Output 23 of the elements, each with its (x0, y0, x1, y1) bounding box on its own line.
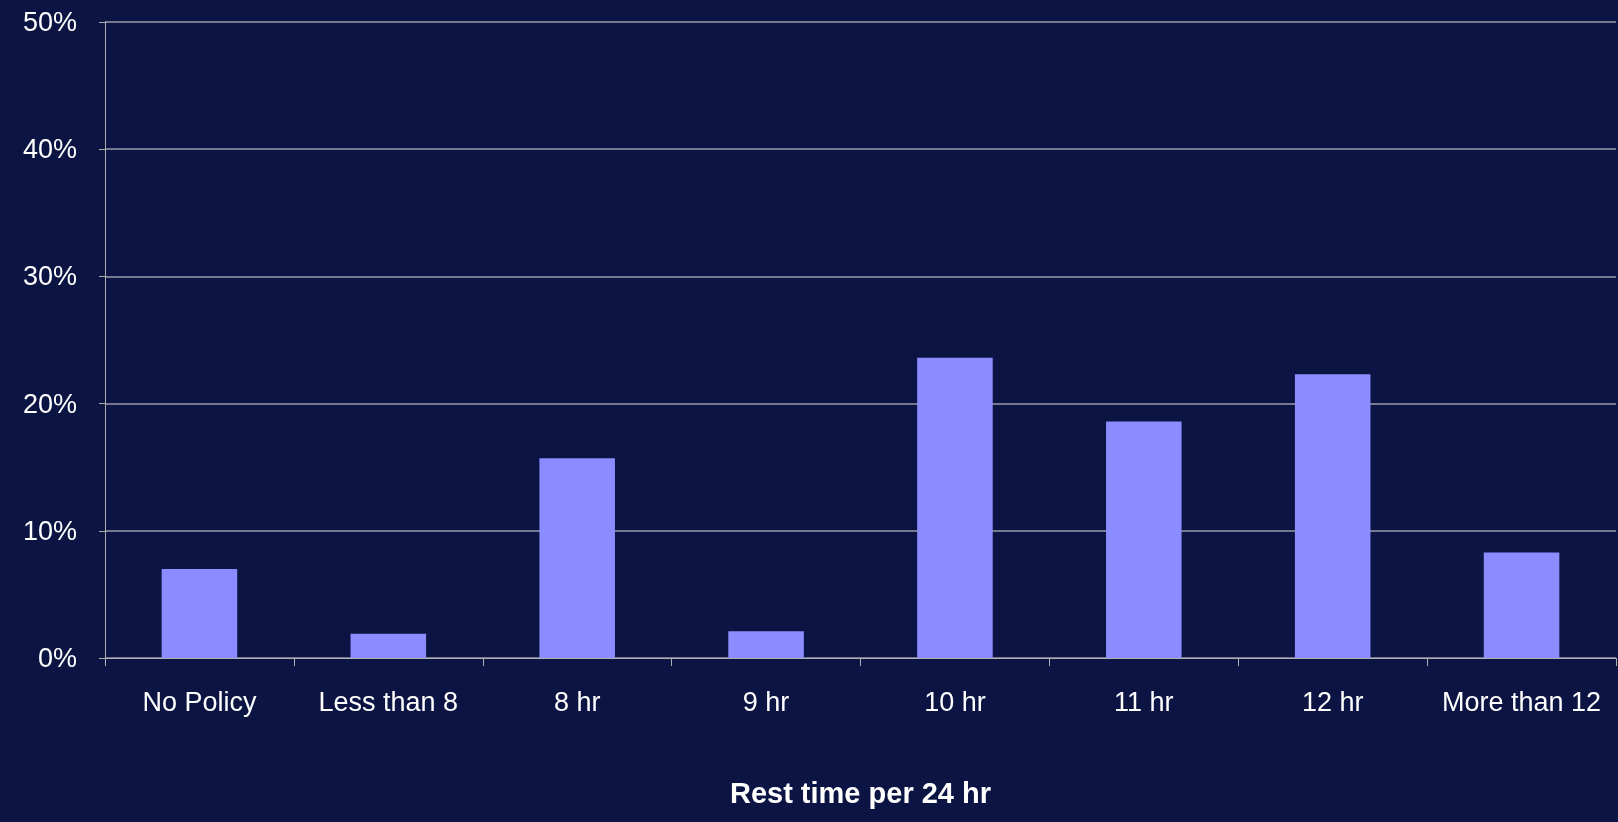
bar (1483, 552, 1560, 658)
y-tick-label: 50% (22, 7, 77, 37)
bar (917, 357, 993, 658)
bar (350, 633, 427, 658)
y-tick-label: 10% (22, 515, 77, 546)
x-tick-label: 12 hr (1301, 686, 1364, 717)
bar (1294, 374, 1371, 658)
x-tick-label: No Policy (142, 686, 257, 717)
x-tick-label: Less than 8 (318, 686, 459, 717)
bar (1106, 421, 1182, 658)
bar (728, 631, 804, 658)
y-tick-label: 30% (22, 261, 77, 292)
y-tick-label: 20% (22, 388, 77, 419)
x-tick-label: 10 hr (924, 686, 986, 717)
y-tick-label: 0% (37, 643, 77, 673)
x-axis-title: Rest time per 24 hr (729, 776, 992, 809)
y-tick-label: 40% (22, 134, 77, 165)
bar (161, 568, 238, 658)
bar (539, 458, 615, 658)
x-tick-label: More than 12 (1442, 686, 1602, 717)
x-tick-label: 9 hr (742, 686, 790, 717)
x-tick-label: 8 hr (553, 686, 601, 717)
x-tick-label: 11 hr (1114, 686, 1174, 717)
